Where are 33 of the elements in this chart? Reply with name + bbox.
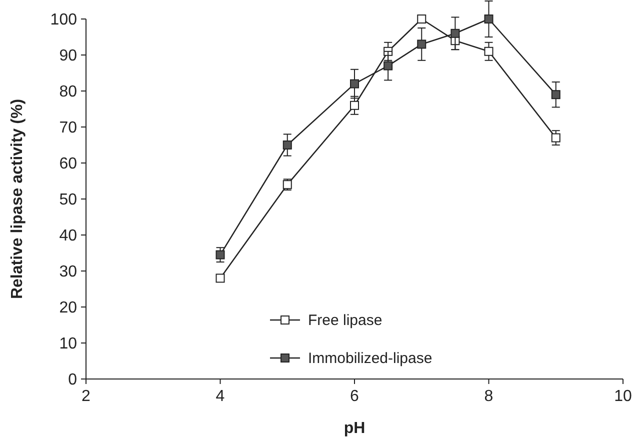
- legend-label: Immobilized-lipase: [308, 350, 432, 367]
- point: [282, 140, 292, 150]
- point: [417, 14, 426, 24]
- y-tick-label: 0: [68, 372, 78, 388]
- x-axis-title: pH: [344, 420, 366, 437]
- y-tick-label: 30: [59, 264, 78, 280]
- x-tick-label: 4: [216, 388, 225, 405]
- legend-label: Free lipase: [308, 312, 382, 329]
- x-tick-label: 8: [484, 388, 494, 405]
- y-tick-label: 10: [59, 336, 78, 352]
- point: [484, 46, 494, 56]
- y-tick-label: 90: [59, 48, 78, 64]
- x-tick-label: 2: [82, 388, 91, 405]
- point: [350, 100, 359, 110]
- point: [216, 274, 225, 283]
- y-tick-label: 100: [50, 12, 78, 28]
- point: [551, 90, 560, 100]
- y-tick-label: 50: [59, 192, 78, 208]
- point: [417, 40, 426, 49]
- x-tick-label: 10: [614, 388, 632, 405]
- y-tick-label: 70: [59, 120, 78, 136]
- x-tick-label: 6: [350, 388, 360, 405]
- point: [384, 61, 393, 70]
- y-axis-title: Relative lipase activity (%): [9, 98, 26, 300]
- point: [350, 79, 359, 88]
- point: [551, 133, 560, 142]
- point: [450, 28, 460, 38]
- point: [484, 14, 494, 24]
- y-tick-label: 80: [59, 84, 78, 100]
- point: [216, 250, 225, 260]
- y-tick-label: 60: [59, 156, 78, 172]
- y-tick-label: 20: [59, 300, 78, 316]
- y-tick-label: 40: [59, 228, 78, 244]
